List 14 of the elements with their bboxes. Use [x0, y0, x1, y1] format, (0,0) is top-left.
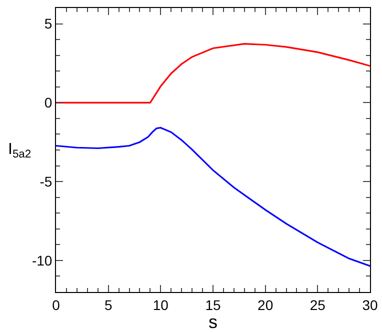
- y-axis-title: I$_{5a2}$: [8, 141, 32, 160]
- x-tick-label: 10: [152, 296, 169, 313]
- x-tick-label: 15: [205, 296, 221, 313]
- y-tick-label: 5: [44, 16, 52, 32]
- x-tick-label: 20: [258, 296, 274, 313]
- line-series: [56, 43, 370, 104]
- y-tick-label: -5: [40, 173, 52, 190]
- x-tick-label: 5: [104, 296, 112, 313]
- line-series: [56, 126, 370, 267]
- x-tick-label: 25: [310, 296, 326, 313]
- y-tick-label: 0: [44, 94, 52, 111]
- x-axis-title: s: [208, 312, 218, 332]
- x-tick-label: 30: [362, 296, 378, 313]
- y-tick-label: -10: [32, 252, 52, 268]
